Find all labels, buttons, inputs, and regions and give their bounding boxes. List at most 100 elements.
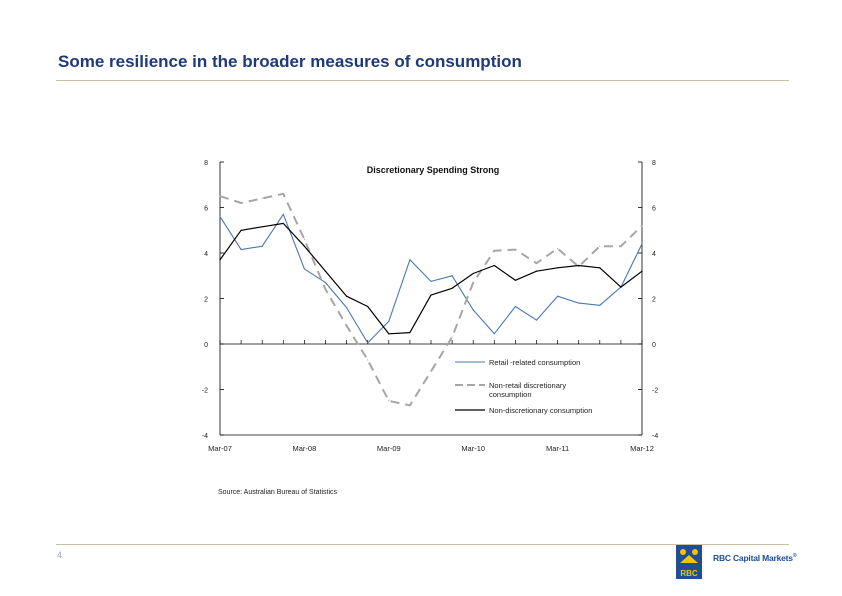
data-point — [282, 213, 284, 215]
y-tick-label-left: 8 — [204, 160, 208, 167]
chart-title: Discretionary Spending Strong — [367, 165, 500, 175]
data-point — [346, 295, 348, 297]
title-divider — [56, 80, 789, 81]
data-point — [240, 248, 242, 251]
data-point — [451, 275, 453, 277]
data-point — [303, 238, 305, 240]
data-point — [240, 229, 242, 231]
data-point — [493, 264, 495, 267]
y-tick-label-left: 6 — [204, 206, 208, 213]
data-point — [367, 305, 369, 308]
slide-title: Some resilience in the broader measures … — [58, 52, 522, 71]
data-point — [599, 245, 601, 247]
legend-label: consumption — [489, 390, 532, 399]
data-point — [261, 197, 263, 199]
series-non-retail-line — [219, 192, 643, 407]
data-point — [557, 267, 559, 269]
data-point — [367, 359, 369, 361]
data-point — [346, 325, 348, 327]
data-point — [620, 245, 622, 247]
series-non-discretionary-line — [219, 222, 643, 335]
x-tick-label: Mar-12 — [630, 444, 654, 453]
chart-legend: Retail -related consumption Non-retail di… — [455, 358, 592, 415]
y-tick-label-left: 0 — [204, 342, 208, 349]
y-tick-label-right: -2 — [652, 388, 658, 395]
brand-text: RBC Capital Markets — [713, 553, 793, 563]
data-point — [303, 268, 305, 270]
data-point — [219, 259, 221, 261]
data-point — [409, 332, 411, 334]
data-point — [409, 259, 411, 261]
data-point — [535, 319, 538, 321]
y-tick-label-right: 4 — [652, 251, 656, 258]
legend-label: Non-retail discretionary — [489, 381, 566, 390]
data-point — [430, 280, 432, 283]
x-tick-label: Mar-09 — [377, 444, 401, 453]
data-point — [303, 245, 305, 247]
series-retail-line — [219, 213, 643, 344]
y-tick-label-right: 6 — [652, 206, 656, 213]
data-point — [578, 264, 580, 267]
data-point — [451, 287, 453, 289]
y-tick-label-left: -4 — [202, 433, 208, 440]
data-point — [409, 404, 411, 407]
data-point — [599, 267, 601, 269]
data-point — [535, 270, 538, 272]
data-point — [641, 225, 643, 227]
data-point — [535, 262, 538, 264]
data-point — [430, 370, 432, 372]
data-point — [578, 266, 580, 268]
x-tick-label: Mar-10 — [461, 444, 485, 453]
x-tick-label: Mar-07 — [208, 444, 232, 453]
data-point — [388, 400, 390, 402]
data-point — [219, 216, 221, 218]
data-point — [557, 295, 559, 297]
data-point — [514, 305, 517, 308]
y-tick-label-left: 4 — [204, 251, 208, 258]
data-point — [493, 333, 495, 335]
y-tick-label-left: 2 — [204, 297, 208, 304]
data-point — [430, 294, 432, 296]
data-point — [261, 226, 263, 228]
y-tick-label-right: 0 — [652, 342, 656, 349]
data-point — [514, 248, 517, 251]
source-note: Source: Australian Bureau of Statistics — [218, 489, 338, 496]
data-point — [324, 281, 327, 284]
x-tick-label: Mar-08 — [293, 444, 317, 453]
chart-series — [219, 192, 643, 407]
rbc-logo-text: RBC — [680, 569, 698, 578]
data-point — [472, 272, 474, 275]
brand-mark: ® — [792, 553, 797, 559]
data-point — [641, 270, 643, 272]
data-point — [324, 270, 327, 272]
data-point — [324, 288, 327, 290]
data-point — [514, 279, 517, 281]
data-point — [282, 222, 284, 225]
brand-name: RBC Capital Markets® — [713, 553, 797, 563]
data-point — [620, 286, 622, 288]
data-point — [261, 245, 263, 247]
data-point — [599, 304, 601, 306]
data-point — [451, 336, 453, 338]
data-point — [282, 193, 284, 195]
data-point — [388, 333, 390, 335]
legend-label: Non-discretionary consumption — [489, 406, 592, 415]
footer-divider — [56, 544, 789, 545]
data-point — [493, 250, 495, 252]
x-tick-label: Mar-11 — [546, 444, 569, 453]
y-tick-label-right: 8 — [652, 160, 656, 167]
data-point — [557, 247, 559, 250]
chart-axes — [219, 161, 643, 436]
data-point — [641, 243, 643, 245]
y-tick-label-right: -4 — [652, 433, 658, 440]
data-point — [388, 320, 390, 322]
y-tick-label-right: 2 — [652, 297, 656, 304]
data-point — [240, 202, 242, 204]
data-point — [472, 281, 474, 284]
page-number: 4 — [57, 550, 63, 560]
legend-label: Retail -related consumption — [489, 358, 580, 367]
y-tick-label-left: -2 — [202, 388, 208, 395]
rbc-logo: RBC — [676, 545, 702, 579]
